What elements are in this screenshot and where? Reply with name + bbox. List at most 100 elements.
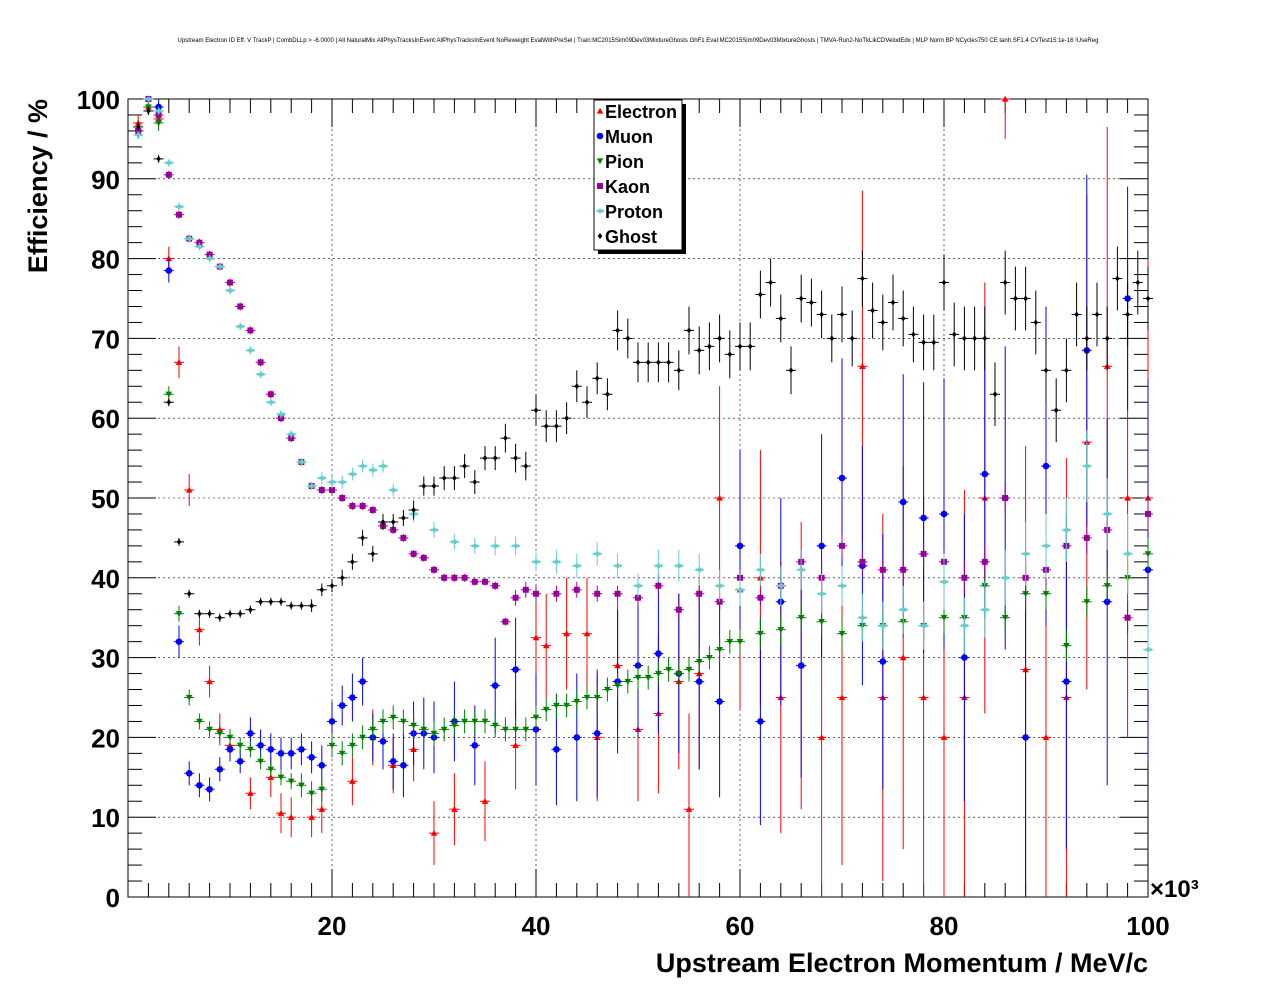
- muon-marker: [267, 746, 275, 753]
- pion-point: [1061, 629, 1072, 662]
- ghost-point: [592, 362, 603, 395]
- kaon-point: [225, 278, 235, 287]
- electron-point: [561, 577, 572, 690]
- kaon-point: [469, 577, 480, 586]
- electron-marker: [349, 777, 356, 784]
- proton-marker: [940, 579, 948, 585]
- ghost-point: [704, 322, 715, 371]
- pion-marker: [175, 611, 183, 618]
- muon-point: [265, 733, 276, 766]
- proton-point: [204, 254, 215, 263]
- muon-marker: [216, 766, 224, 773]
- proton-marker: [318, 475, 326, 481]
- ghost-point: [1071, 282, 1082, 347]
- muon-marker: [400, 762, 407, 769]
- muon-marker: [797, 662, 805, 669]
- ghost-marker: [492, 455, 498, 462]
- ghost-marker: [207, 610, 212, 617]
- ghost-point: [806, 278, 817, 327]
- electron-marker: [940, 734, 948, 741]
- pion-point: [755, 617, 766, 650]
- muon-marker: [308, 754, 315, 761]
- ghost-point: [143, 106, 154, 115]
- pion-point: [704, 645, 715, 670]
- ghost-point: [1102, 306, 1113, 371]
- ghost-marker: [605, 391, 610, 398]
- ghost-marker: [299, 602, 304, 609]
- ghost-point: [490, 446, 501, 471]
- proton-point: [316, 471, 327, 485]
- pion-point: [306, 781, 317, 806]
- ghost-marker: [758, 291, 763, 298]
- proton-point: [327, 475, 337, 489]
- kaon-marker: [410, 550, 417, 557]
- pion-marker: [226, 734, 234, 741]
- ghost-point: [1041, 338, 1051, 403]
- ghost-marker: [197, 610, 202, 617]
- proton-marker: [695, 567, 704, 573]
- proton-marker: [634, 583, 642, 589]
- proton-marker: [981, 607, 989, 613]
- proton-point: [1122, 513, 1133, 594]
- kaon-point: [1000, 482, 1011, 514]
- electron-marker: [542, 642, 550, 649]
- ghost-point: [255, 597, 266, 606]
- y-tick-label: 0: [106, 883, 120, 913]
- kaon-point: [551, 585, 562, 602]
- ghost-marker: [441, 475, 447, 482]
- pion-marker: [757, 631, 764, 637]
- pion-marker: [287, 778, 295, 785]
- legend-label-muon: Muon: [605, 127, 653, 147]
- pion-marker: [512, 726, 519, 733]
- legend-entry-muon: Muon: [596, 127, 653, 147]
- ghost-point: [724, 330, 735, 379]
- pion-marker: [328, 742, 336, 749]
- proton-marker: [573, 563, 581, 569]
- muon-marker: [185, 770, 193, 777]
- pion-point: [388, 705, 399, 730]
- pion-point: [592, 685, 603, 710]
- proton-point: [276, 410, 286, 419]
- electron-marker: [532, 634, 540, 641]
- ghost-marker: [809, 299, 814, 306]
- proton-marker: [532, 559, 540, 565]
- proton-point: [163, 158, 174, 167]
- pion-point: [684, 657, 694, 682]
- proton-point: [306, 482, 317, 491]
- kaon-marker: [369, 507, 376, 513]
- ghost-point: [979, 306, 990, 371]
- muon-marker: [389, 758, 397, 765]
- pion-point: [286, 773, 297, 790]
- chart-title: Upstream Electron ID Eff. V TrackP | Com…: [178, 38, 1099, 44]
- kaon-marker: [237, 303, 244, 310]
- kaon-point: [510, 589, 521, 606]
- proton-point: [714, 569, 725, 602]
- ghost-point: [990, 362, 1000, 427]
- pion-marker: [593, 694, 601, 701]
- pion-marker: [247, 746, 254, 753]
- proton-point: [939, 553, 949, 610]
- electron-marker: [859, 363, 866, 369]
- pion-marker: [430, 730, 438, 737]
- kaon-point: [979, 545, 990, 578]
- pion-point: [449, 713, 460, 738]
- pion-point: [296, 773, 307, 798]
- ghost-marker: [1013, 295, 1018, 302]
- pion-point: [316, 777, 327, 802]
- proton-point: [490, 536, 501, 556]
- electron-marker: [165, 255, 173, 262]
- ghost-marker: [1002, 279, 1008, 286]
- muon-marker: [716, 698, 723, 705]
- electron-marker: [920, 694, 927, 701]
- pion-point: [235, 737, 246, 754]
- proton-marker: [553, 559, 561, 565]
- pion-marker: [369, 726, 377, 733]
- electron-marker: [175, 359, 183, 365]
- ghost-point: [551, 410, 562, 443]
- ghost-marker: [1074, 311, 1079, 318]
- ghost-point: [1061, 338, 1072, 403]
- ghost-point: [653, 342, 664, 383]
- ghost-marker: [1104, 335, 1110, 342]
- pion-point: [1000, 601, 1011, 634]
- ghost-point: [1122, 282, 1133, 347]
